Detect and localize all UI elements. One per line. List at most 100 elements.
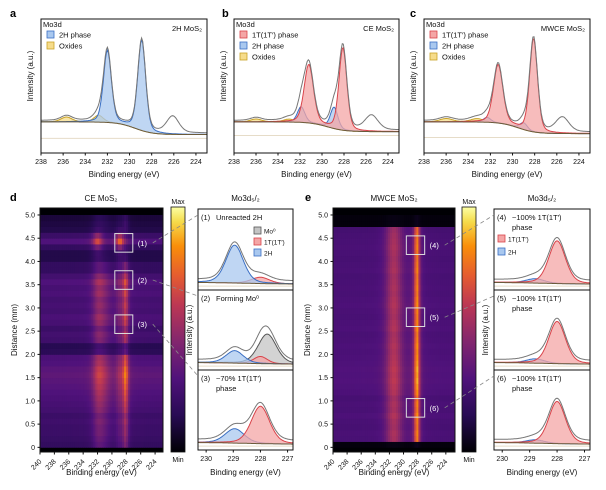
heatmap-cell bbox=[111, 383, 115, 390]
heatmap-cell bbox=[60, 302, 63, 309]
heatmap-cell bbox=[107, 412, 111, 419]
heatmap-cell bbox=[160, 360, 164, 367]
heatmap-cell bbox=[72, 371, 76, 379]
heatmap-cell bbox=[115, 360, 119, 367]
heatmap-cell bbox=[66, 278, 70, 286]
heatmap-cell bbox=[150, 389, 154, 396]
heatmap-cell bbox=[398, 302, 401, 309]
heatmap-cell bbox=[160, 412, 164, 419]
heatmap-cell bbox=[426, 406, 429, 413]
heatmap-cell bbox=[367, 296, 370, 303]
heatmap-cell bbox=[107, 214, 111, 222]
heatmap-cell bbox=[72, 435, 76, 442]
heatmap-cell bbox=[126, 273, 129, 280]
heatmap-cell bbox=[140, 395, 143, 402]
heatmap-cell bbox=[410, 325, 413, 332]
heatmap-cell bbox=[97, 302, 100, 309]
heatmap-cell bbox=[375, 249, 379, 257]
heatmap-cell bbox=[355, 226, 358, 233]
heatmap-cell bbox=[400, 400, 403, 408]
heatmap-cell bbox=[339, 302, 342, 309]
heatmap-cell bbox=[339, 296, 342, 303]
heatmap-cell bbox=[81, 383, 84, 390]
x-tick-label: 230 bbox=[507, 159, 519, 166]
heatmap-cell bbox=[377, 319, 381, 326]
heatmap-cell bbox=[122, 307, 125, 315]
heatmap-cell bbox=[111, 238, 115, 245]
heatmap-cell bbox=[377, 348, 381, 355]
heatmap-cell bbox=[160, 307, 164, 315]
heatmap-cell bbox=[119, 313, 123, 320]
heatmap-cell bbox=[369, 249, 373, 257]
heatmap-cell bbox=[347, 226, 350, 233]
heatmap-cell bbox=[101, 267, 104, 274]
heatmap-cell bbox=[402, 395, 405, 402]
heatmap-cell bbox=[142, 261, 145, 268]
heatmap-cell bbox=[126, 325, 129, 332]
heatmap-cell bbox=[355, 406, 358, 413]
heatmap-cell bbox=[119, 232, 123, 239]
heatmap-cell bbox=[74, 383, 78, 390]
heatmap-cell bbox=[410, 261, 413, 268]
heatmap-cell bbox=[375, 371, 379, 379]
heatmap-cell bbox=[361, 302, 364, 309]
heatmap-cell bbox=[115, 435, 119, 442]
heatmap-cell bbox=[78, 232, 82, 239]
heatmap-cell bbox=[424, 377, 427, 384]
heatmap-cell bbox=[76, 220, 80, 227]
heatmap-cell bbox=[99, 319, 102, 326]
heatmap-cell bbox=[154, 214, 158, 222]
heatmap-cell bbox=[387, 249, 391, 257]
heatmap-cell bbox=[434, 273, 438, 280]
heatmap-cell bbox=[105, 313, 109, 320]
heatmap-cell bbox=[448, 389, 452, 396]
heatmap-cell bbox=[343, 232, 346, 239]
colorbar bbox=[170, 206, 186, 453]
heatmap-cell bbox=[375, 296, 379, 303]
component-fill-Mo bbox=[198, 334, 293, 365]
heatmap-cell bbox=[115, 418, 119, 425]
heatmap-cell bbox=[426, 313, 429, 320]
heatmap-cell bbox=[68, 214, 72, 222]
heatmap-cell bbox=[52, 278, 55, 286]
heatmap-cell bbox=[416, 400, 419, 408]
heatmap-cell bbox=[138, 296, 141, 303]
heatmap-cell bbox=[134, 226, 137, 233]
heatmap-cell bbox=[44, 278, 47, 286]
heatmap-cell bbox=[136, 214, 139, 222]
x-tick-label: 228 bbox=[529, 159, 541, 166]
heatmap-cell bbox=[89, 255, 92, 262]
heatmap-cell bbox=[446, 319, 450, 326]
heatmap-cell bbox=[62, 412, 65, 419]
heatmap-cell bbox=[416, 220, 419, 227]
heatmap-cell bbox=[345, 366, 348, 373]
heatmap-cell bbox=[83, 395, 86, 402]
heatmap-cell bbox=[117, 261, 121, 268]
heatmap-cell bbox=[158, 261, 162, 268]
heatmap-cell bbox=[113, 435, 117, 442]
heatmap-cell bbox=[138, 261, 141, 268]
heatmap-cell bbox=[365, 336, 368, 344]
heatmap-cell bbox=[414, 342, 417, 349]
heatmap-cell bbox=[404, 331, 407, 338]
heatmap-cell bbox=[158, 302, 162, 309]
heatmap-cell bbox=[438, 290, 442, 297]
heatmap-cell bbox=[379, 267, 383, 274]
heatmap-cell bbox=[357, 290, 360, 297]
heatmap-cell bbox=[103, 400, 106, 408]
heatmap-cell bbox=[379, 249, 383, 257]
heatmap-cell bbox=[119, 400, 123, 408]
heatmap-cell bbox=[396, 371, 399, 379]
heatmap-cell bbox=[400, 255, 403, 262]
heatmap-cell bbox=[99, 255, 102, 262]
heatmap-cell bbox=[132, 441, 135, 448]
heatmap-cell bbox=[351, 290, 354, 297]
heatmap-cell bbox=[50, 331, 53, 338]
heatmap-cell bbox=[152, 377, 156, 384]
heatmap-cell bbox=[158, 406, 162, 413]
heatmap-cell bbox=[93, 429, 96, 437]
heatmap-cell bbox=[371, 366, 375, 373]
heatmap-cell bbox=[76, 273, 80, 280]
heatmap-cell bbox=[363, 377, 366, 384]
heatmap-cell bbox=[341, 325, 344, 332]
